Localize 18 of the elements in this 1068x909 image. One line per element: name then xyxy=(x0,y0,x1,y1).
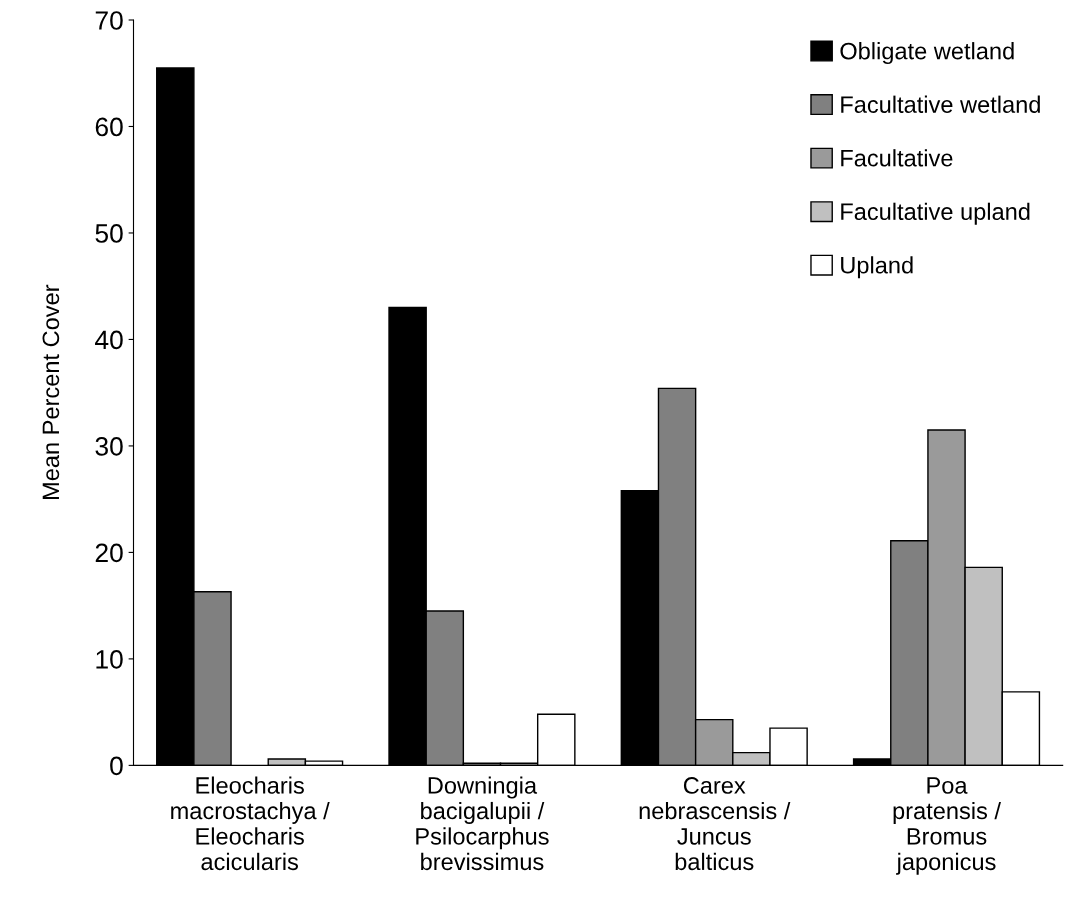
y-tick-label: 70 xyxy=(95,11,123,30)
legend-label: Facultative upland xyxy=(841,202,1030,225)
y-tick-label: 60 xyxy=(95,117,123,137)
x-tick-label: Carex nebrascensis / Juncus balticus xyxy=(639,777,791,871)
legend-label: Obligate wetland xyxy=(840,42,1014,65)
y-tick-label: 40 xyxy=(95,330,123,350)
y-tick-label: 50 xyxy=(95,224,123,243)
x-tick-label: Poa pratensis / Bromus japonicus xyxy=(893,777,1001,875)
y-tick-label: 0 xyxy=(110,756,123,776)
y-tick-label: 30 xyxy=(95,437,123,456)
x-tick-label: Eleocharis macrostachya / Eleocharis acicularis xyxy=(171,776,330,871)
legend-label: Upland xyxy=(841,256,913,279)
x-tick-label: Downingia bacigalupii / Psilocarphus brevissimus xyxy=(416,776,549,871)
y-axis-title: Mean Percent Cover xyxy=(42,284,60,500)
y-tick-label: 20 xyxy=(95,543,123,563)
y-tick-label: 10 xyxy=(96,650,123,669)
legend-label: Facultative xyxy=(841,149,953,167)
legend-label: Facultative wetland xyxy=(841,95,1040,113)
